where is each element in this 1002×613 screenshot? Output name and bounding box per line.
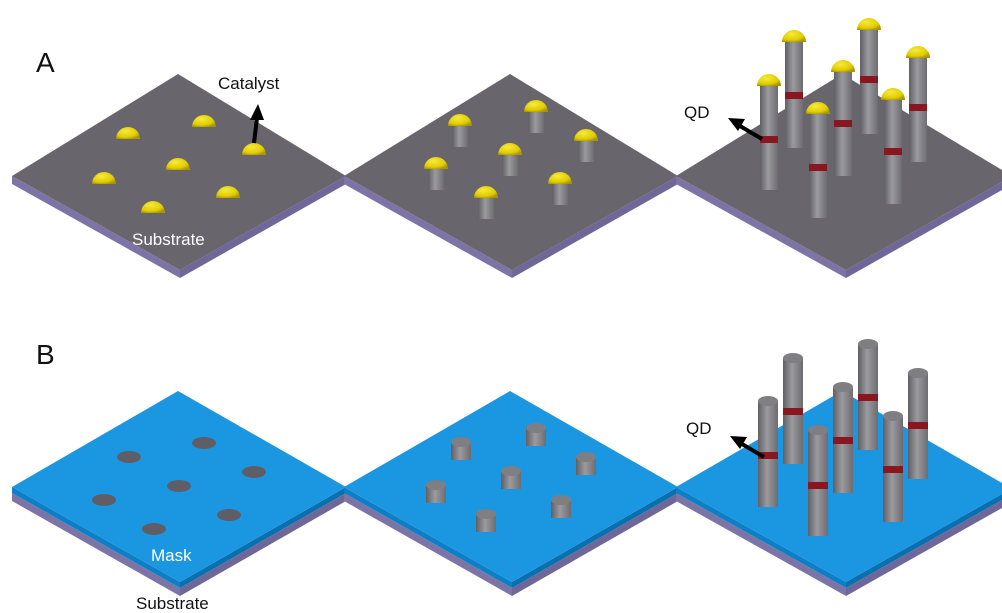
tall-hex-nanowire: [758, 396, 778, 507]
short-nanowire: [424, 157, 448, 190]
tall-nanowire: [806, 102, 830, 218]
catalyst-droplet: [166, 158, 190, 170]
qd-arrowhead-a: [728, 118, 745, 131]
short-nanowire: [498, 143, 522, 176]
substrate-side-right: [512, 493, 678, 596]
tall-hex-nanowire: [833, 382, 853, 493]
mask-hole: [192, 437, 216, 449]
mask-hole: [142, 523, 166, 535]
substrate-label-b: Substrate: [136, 594, 209, 613]
plate-b2: [344, 391, 678, 596]
mask-side-left: [676, 487, 846, 588]
short-hex-nanowires: [426, 423, 596, 532]
substrate-side-left: [344, 176, 512, 278]
short-hex-nanowire: [576, 452, 596, 475]
substrate-label-a: Substrate: [132, 230, 205, 249]
mask-hole: [242, 466, 266, 478]
mask-holes: [92, 437, 266, 535]
tall-nanowire: [831, 60, 855, 176]
catalyst-label: Catalyst: [218, 74, 280, 93]
catalyst-arrow: [252, 117, 259, 144]
substrate-side-left: [676, 176, 846, 278]
qd-arrowhead-b: [730, 436, 747, 449]
catalyst-droplet: [92, 172, 116, 184]
tall-hex-nanowire: [858, 339, 878, 450]
short-hex-nanowire: [451, 437, 471, 460]
catalyst-droplets: [92, 115, 266, 213]
tall-hex-nanowire: [808, 425, 828, 536]
tall-nanowire: [857, 18, 881, 134]
catalyst-droplet: [216, 186, 240, 198]
short-hex-nanowire: [476, 509, 496, 532]
substrate-side-left: [344, 493, 512, 596]
mask-hole: [92, 494, 116, 506]
catalyst-arrowhead: [250, 104, 264, 120]
short-nanowire: [448, 114, 472, 147]
plate-b1: [12, 391, 346, 596]
mask-side-right: [846, 494, 1002, 588]
qd-arrow-b: [740, 442, 766, 459]
substrate-side-right: [180, 176, 346, 278]
short-hex-nanowire: [551, 495, 571, 518]
tall-nanowire: [906, 46, 930, 162]
short-hex-nanowire: [501, 466, 521, 489]
tall-nanowires-a: [757, 18, 930, 218]
substrate-side-right: [512, 176, 678, 278]
short-nanowire: [548, 172, 572, 205]
mask-label: Mask: [151, 546, 192, 565]
mask-hole: [217, 509, 241, 521]
short-hex-nanowire: [426, 480, 446, 503]
qd-arrow-a: [738, 124, 764, 141]
mask-side-left: [344, 487, 512, 588]
qd-label-b: QD: [686, 419, 712, 438]
tall-nanowire: [782, 30, 806, 148]
short-nanowires: [424, 100, 598, 219]
substrate-side-left: [12, 176, 180, 278]
catalyst-droplet: [192, 115, 216, 127]
tall-nanowires-b: [758, 339, 928, 536]
catalyst-droplet: [242, 143, 266, 155]
panel-b-letter: B: [36, 339, 55, 370]
row-b: Mask Substrate: [12, 339, 1002, 613]
tall-nanowire: [757, 74, 781, 190]
mask-side-left: [12, 487, 180, 588]
plate-a1: [12, 74, 346, 278]
mask-side-right: [512, 487, 678, 588]
tall-hex-nanowire: [883, 411, 903, 522]
tall-nanowire: [881, 88, 905, 204]
short-hex-nanowire: [526, 423, 546, 446]
catalyst-droplet: [141, 201, 165, 213]
substrate-top: [12, 74, 346, 270]
substrate-side-left: [676, 493, 846, 596]
mask-hole: [117, 451, 141, 463]
tall-hex-nanowire: [783, 353, 803, 464]
mask-hole: [167, 480, 191, 492]
substrate-side-left: [12, 493, 180, 596]
short-nanowire: [524, 100, 548, 133]
tall-hex-nanowire: [908, 368, 928, 479]
qd-label-a: QD: [684, 103, 710, 122]
substrate-side-right: [846, 500, 1002, 596]
row-a: Catalyst Substrate: [12, 18, 1002, 278]
short-nanowire: [574, 129, 598, 162]
panel-a-letter: A: [36, 47, 55, 78]
short-nanowire: [474, 186, 498, 219]
catalyst-droplet: [116, 127, 140, 139]
mask-side-right: [180, 487, 346, 588]
substrate-side-right: [180, 493, 346, 596]
substrate-side-right: [846, 182, 1002, 278]
